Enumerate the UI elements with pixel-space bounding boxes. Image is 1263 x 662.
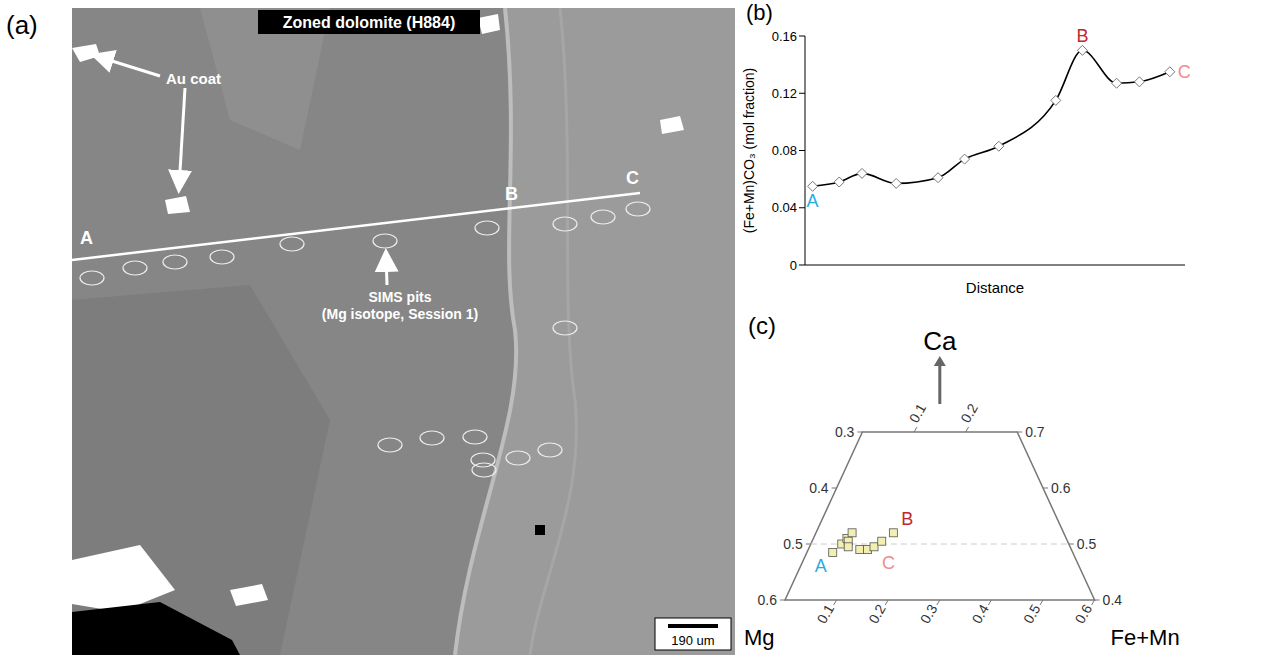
svg-text:B: B	[505, 184, 518, 204]
svg-text:(Fe+Mn)CO₃ (mol fraction): (Fe+Mn)CO₃ (mol fraction)	[741, 68, 757, 234]
svg-text:190 um: 190 um	[671, 633, 714, 648]
svg-text:0.1: 0.1	[814, 601, 838, 626]
svg-text:0.16: 0.16	[772, 29, 797, 44]
svg-text:0.6: 0.6	[1072, 601, 1096, 626]
svg-text:0.7: 0.7	[1025, 424, 1045, 440]
svg-text:A: A	[80, 228, 93, 248]
svg-text:0.4: 0.4	[1103, 592, 1123, 608]
html-text:(b): (b)	[746, 0, 773, 25]
svg-text:C: C	[626, 168, 639, 188]
svg-text:(a): (a)	[6, 10, 38, 40]
svg-text:A: A	[807, 191, 819, 211]
svg-text:0.4: 0.4	[968, 601, 992, 626]
svg-text:B: B	[1076, 26, 1088, 46]
svg-text:Au coat: Au coat	[166, 70, 221, 87]
svg-text:0.5: 0.5	[1020, 601, 1044, 626]
svg-text:0: 0	[790, 258, 797, 273]
svg-text:Ca: Ca	[923, 326, 957, 356]
svg-text:C: C	[882, 553, 895, 573]
svg-text:0.1: 0.1	[906, 400, 930, 425]
svg-text:0.6: 0.6	[758, 592, 778, 608]
svg-text:A: A	[815, 556, 827, 576]
svg-text:Fe+Mn: Fe+Mn	[1111, 625, 1180, 650]
svg-text:0.2: 0.2	[865, 601, 889, 626]
svg-text:Mg: Mg	[744, 625, 775, 650]
svg-text:0.04: 0.04	[772, 200, 797, 215]
svg-text:B: B	[901, 509, 913, 529]
svg-text:0.2: 0.2	[957, 400, 981, 425]
svg-text:SIMS pits: SIMS pits	[368, 289, 431, 305]
svg-text:Distance: Distance	[966, 279, 1024, 296]
svg-text:0.4: 0.4	[809, 480, 829, 496]
svg-text:0.3: 0.3	[917, 601, 941, 626]
svg-text:0.12: 0.12	[772, 86, 797, 101]
svg-text:0.5: 0.5	[1077, 536, 1097, 552]
svg-text:C: C	[1178, 62, 1191, 82]
svg-text:0.6: 0.6	[1051, 480, 1071, 496]
svg-text:(Mg isotope, Session 1): (Mg isotope, Session 1)	[322, 306, 478, 322]
svg-text:0.3: 0.3	[835, 424, 855, 440]
svg-text:0.5: 0.5	[783, 536, 803, 552]
svg-text:Zoned dolomite (H884): Zoned dolomite (H884)	[283, 14, 455, 31]
svg-text:0.08: 0.08	[772, 143, 797, 158]
svg-text:(c): (c)	[748, 312, 776, 339]
